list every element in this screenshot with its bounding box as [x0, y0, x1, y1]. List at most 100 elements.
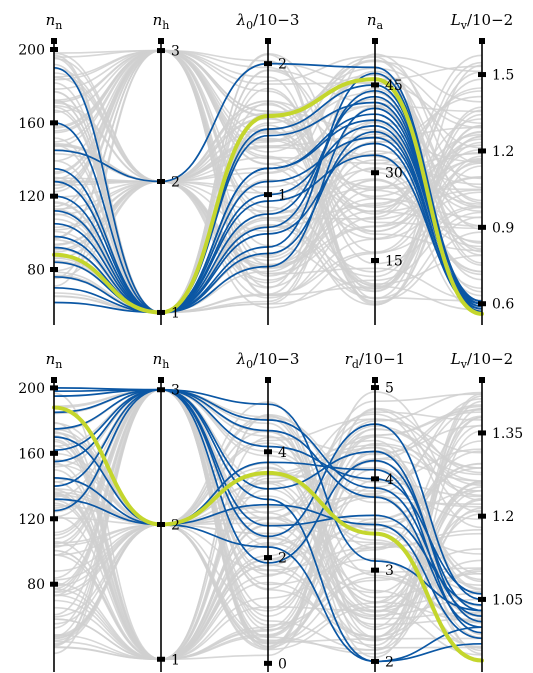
background-solution-line	[53, 524, 483, 661]
axis-title: nn	[46, 11, 63, 32]
axis-tick-mark	[157, 179, 165, 184]
background-solution-line	[53, 418, 483, 556]
axis-tick-mark	[50, 581, 58, 587]
axis-tick-label: 160	[18, 116, 45, 132]
axis-title-symbol: n	[46, 350, 56, 368]
highlighted-solution-line	[53, 62, 483, 303]
axis-tick-label: 80	[27, 577, 45, 593]
axis-tick-label: 120	[18, 189, 45, 205]
axis-n-h: nh 1 2 3	[153, 11, 180, 325]
axis-title: nh	[153, 350, 170, 371]
axis-title: Lv/10−2	[450, 350, 513, 371]
axis-title-scale: /10−1	[359, 350, 405, 368]
axis-tick-mark	[264, 555, 272, 561]
axis-tick-mark	[50, 120, 58, 126]
background-solution-line	[53, 388, 483, 649]
axis-title-scale: /10−3	[253, 350, 299, 368]
axis-tick-label: 1.35	[492, 426, 523, 442]
axis-title: λ0/10−3	[236, 350, 300, 371]
background-solution-line	[53, 388, 483, 590]
axis-tick-label: 2	[171, 518, 180, 534]
axis-title: nn	[46, 350, 63, 371]
background-solution-line	[53, 411, 483, 661]
axis-tick-mark	[50, 193, 58, 199]
axis-tick-mark	[371, 567, 379, 573]
axis-title-symbol: n	[367, 11, 377, 29]
axis-tick-mark	[50, 47, 58, 52]
axis-end-cap	[479, 377, 485, 383]
axis-tick-label: 1.5	[492, 68, 514, 84]
axis-tick-label: 80	[27, 263, 45, 279]
axis-tick-label: 4	[278, 445, 287, 461]
background-solution-line	[53, 536, 483, 661]
parallel-coordinates-panel-bottom: nn80120160200nh123λ0/10−3024rd/10−12345L…	[18, 350, 523, 672]
axis-n-n: nn 80 120 160 200	[18, 11, 62, 325]
background-solution-line	[53, 49, 483, 306]
axis-tick-mark	[157, 48, 165, 54]
axis-title: λ0/10−3	[236, 11, 300, 32]
axis-title-subscript: h	[162, 19, 169, 32]
axis-tick-label: 2	[171, 175, 180, 191]
axis-tick-mark	[50, 267, 58, 272]
axis-title-scale: /10−3	[253, 11, 299, 29]
axis-title-symbol: n	[153, 350, 163, 368]
background-solution-line	[53, 55, 483, 314]
axis-tick-mark	[50, 450, 58, 456]
axis-tick-mark	[478, 596, 486, 602]
axis-tick-mark	[478, 301, 486, 307]
axis-title: rd/10−1	[345, 350, 405, 371]
axis-tick-label: 1	[171, 652, 180, 668]
axis-n-n: nn 80 120 160 200	[18, 350, 62, 672]
highlighted-solution-line	[53, 142, 483, 314]
axis-tick-mark	[371, 82, 379, 88]
axis-title-symbol: n	[46, 11, 56, 29]
highlighted-solution-line	[53, 388, 483, 617]
background-solution-line	[53, 388, 483, 629]
axis-tick-label: 200	[18, 381, 45, 397]
axis-title: Lv/10−2	[450, 11, 513, 32]
axis-tick-label: 1	[278, 188, 287, 204]
axis-tick-label: 2	[385, 654, 394, 670]
axis-tick-label: 0.9	[492, 220, 514, 236]
axis-tick-mark	[50, 516, 58, 522]
axis-tick-label: 3	[171, 44, 180, 60]
axis-tick-label: 1.05	[492, 592, 523, 608]
axis-title-subscript: a	[377, 19, 384, 32]
background-solution-line	[53, 179, 483, 290]
axis-title-symbol: λ	[236, 350, 247, 368]
axis-title-subscript: n	[55, 19, 62, 32]
axis-tick-mark	[478, 224, 486, 230]
axis-tick-label: 3	[385, 563, 394, 579]
axis-title-symbol: L	[450, 11, 461, 29]
axis-title-symbol: L	[450, 350, 461, 368]
axis-tick-mark	[157, 522, 165, 527]
axis-tick-label: 120	[18, 512, 45, 528]
axis-title-subscript: 0	[246, 358, 253, 371]
axis-tick-mark	[371, 170, 379, 176]
axis-tick-label: 15	[385, 253, 403, 269]
background-solution-line	[53, 49, 483, 227]
axis-L-v: Lv/10−2 0.6 0.9 1.2 1.5	[450, 11, 514, 325]
axis-end-cap	[158, 377, 164, 383]
background-solution-line	[53, 388, 483, 631]
axis-tick-mark	[264, 449, 272, 455]
axis-title-subscript: d	[352, 358, 359, 371]
axis-tick-mark	[371, 476, 379, 482]
axis-tick-label: 5	[385, 381, 394, 397]
background-solution-line	[53, 59, 483, 183]
axis-tick-label: 160	[18, 446, 45, 462]
background-solution-line	[53, 515, 483, 661]
axis-tick-mark	[371, 385, 379, 391]
axis-lambda0: λ0/10−3 1 2	[236, 11, 300, 325]
axis-tick-mark	[157, 387, 165, 393]
axis-end-cap	[372, 38, 378, 44]
highlighted-solution-line	[53, 498, 483, 640]
axis-end-cap	[51, 377, 57, 383]
axis-end-cap	[265, 377, 271, 383]
axis-tick-label: 1.2	[492, 509, 514, 525]
axis-L-v: Lv/10−2 1.05 1.2 1.35	[450, 350, 523, 672]
axis-tick-label: 1.2	[492, 144, 514, 160]
axis-title-subscript: 0	[246, 19, 253, 32]
axis-title-subscript: n	[55, 358, 62, 371]
axis-title: na	[367, 11, 384, 32]
